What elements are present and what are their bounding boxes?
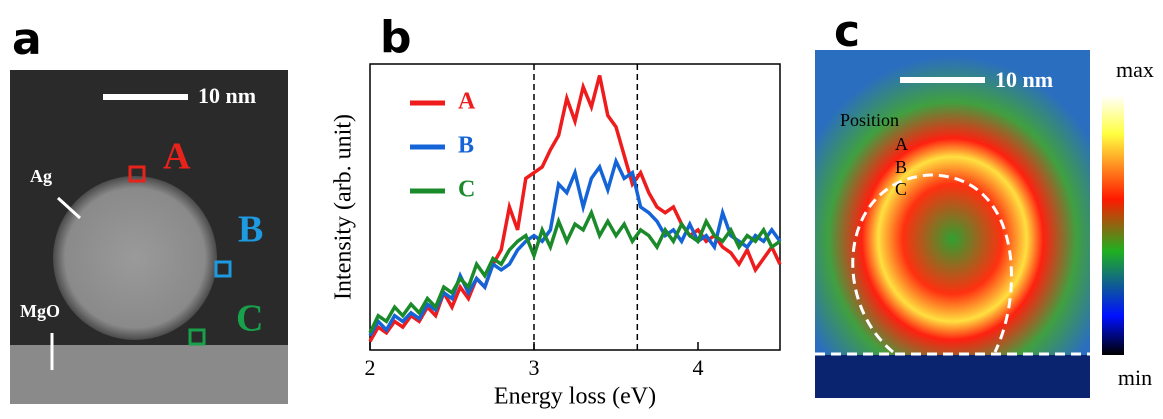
annotation: Ag	[30, 166, 52, 186]
overlay-text: B	[895, 157, 907, 177]
map-signal	[815, 50, 1090, 355]
scale-label: 10 nm	[995, 67, 1053, 92]
x-tick-label: 3	[529, 355, 540, 380]
legend-label: C	[458, 177, 475, 203]
legend-label: A	[458, 89, 476, 115]
marker-label: A	[163, 136, 191, 178]
annotation: MgO	[20, 301, 60, 321]
panel-label: c	[834, 6, 860, 57]
legend-label: B	[458, 133, 474, 159]
series-line	[368, 208, 782, 334]
x-tick-label: 4	[693, 355, 704, 380]
marker-label: C	[236, 298, 263, 340]
x-axis-label: Energy loss (eV)	[494, 384, 656, 410]
particle	[53, 176, 217, 340]
colorbar-label: max	[1116, 57, 1154, 82]
map-substrate	[815, 355, 1090, 398]
scale-label: 10 nm	[198, 83, 256, 108]
plot-frame	[369, 63, 781, 351]
marker	[128, 165, 146, 183]
arrow	[56, 196, 82, 220]
marker-label: B	[238, 209, 263, 251]
outline	[851, 173, 1013, 354]
panel-label: a	[12, 14, 42, 65]
colorbar-label: min	[1118, 365, 1152, 390]
overlay-text: A	[895, 134, 908, 154]
substrate	[10, 345, 288, 404]
marker	[214, 260, 232, 278]
panel-label: b	[380, 12, 412, 63]
x-tick-label: 2	[365, 355, 376, 380]
y-axis-label: Intensity (arb. unit)	[331, 114, 357, 300]
overlay-text: C	[895, 179, 907, 199]
overlay-text: Position	[840, 110, 899, 130]
colorbar	[1102, 95, 1124, 355]
marker	[188, 328, 206, 346]
